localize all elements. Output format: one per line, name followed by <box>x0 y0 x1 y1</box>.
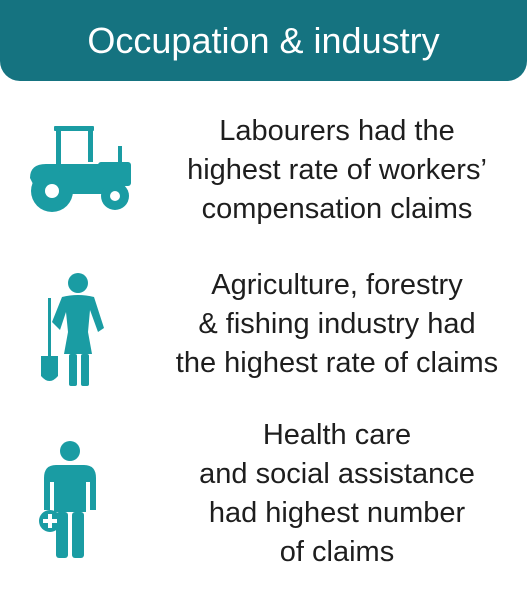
agriculture-statement: Agriculture, forestry & fishing industry… <box>150 266 524 383</box>
health-care-statement: Health care and social assistance had hi… <box>150 416 524 572</box>
statement-line: Agriculture, forestry <box>211 269 463 301</box>
statement-line: & fishing industry had <box>198 308 476 340</box>
statement-line: highest rate of workers’ <box>187 154 487 186</box>
health-worker-icon <box>39 441 96 558</box>
statement-line: of claims <box>279 536 395 568</box>
statement-line: Health care <box>262 419 412 451</box>
labourers-statement: Labourers had the highest rate of worker… <box>162 112 512 229</box>
tractor-icon <box>30 126 131 212</box>
farmer-with-shovel-icon <box>41 273 104 386</box>
page-title: Occupation & industry <box>87 20 440 61</box>
statement-line: Labourers had the <box>219 115 455 147</box>
statement-line: had highest number <box>208 497 466 529</box>
statement-line: and social assistance <box>199 458 475 490</box>
statement-line: compensation claims <box>201 193 473 225</box>
statement-line: the highest rate of claims <box>175 347 499 379</box>
header-banner: Occupation & industry <box>0 0 527 81</box>
